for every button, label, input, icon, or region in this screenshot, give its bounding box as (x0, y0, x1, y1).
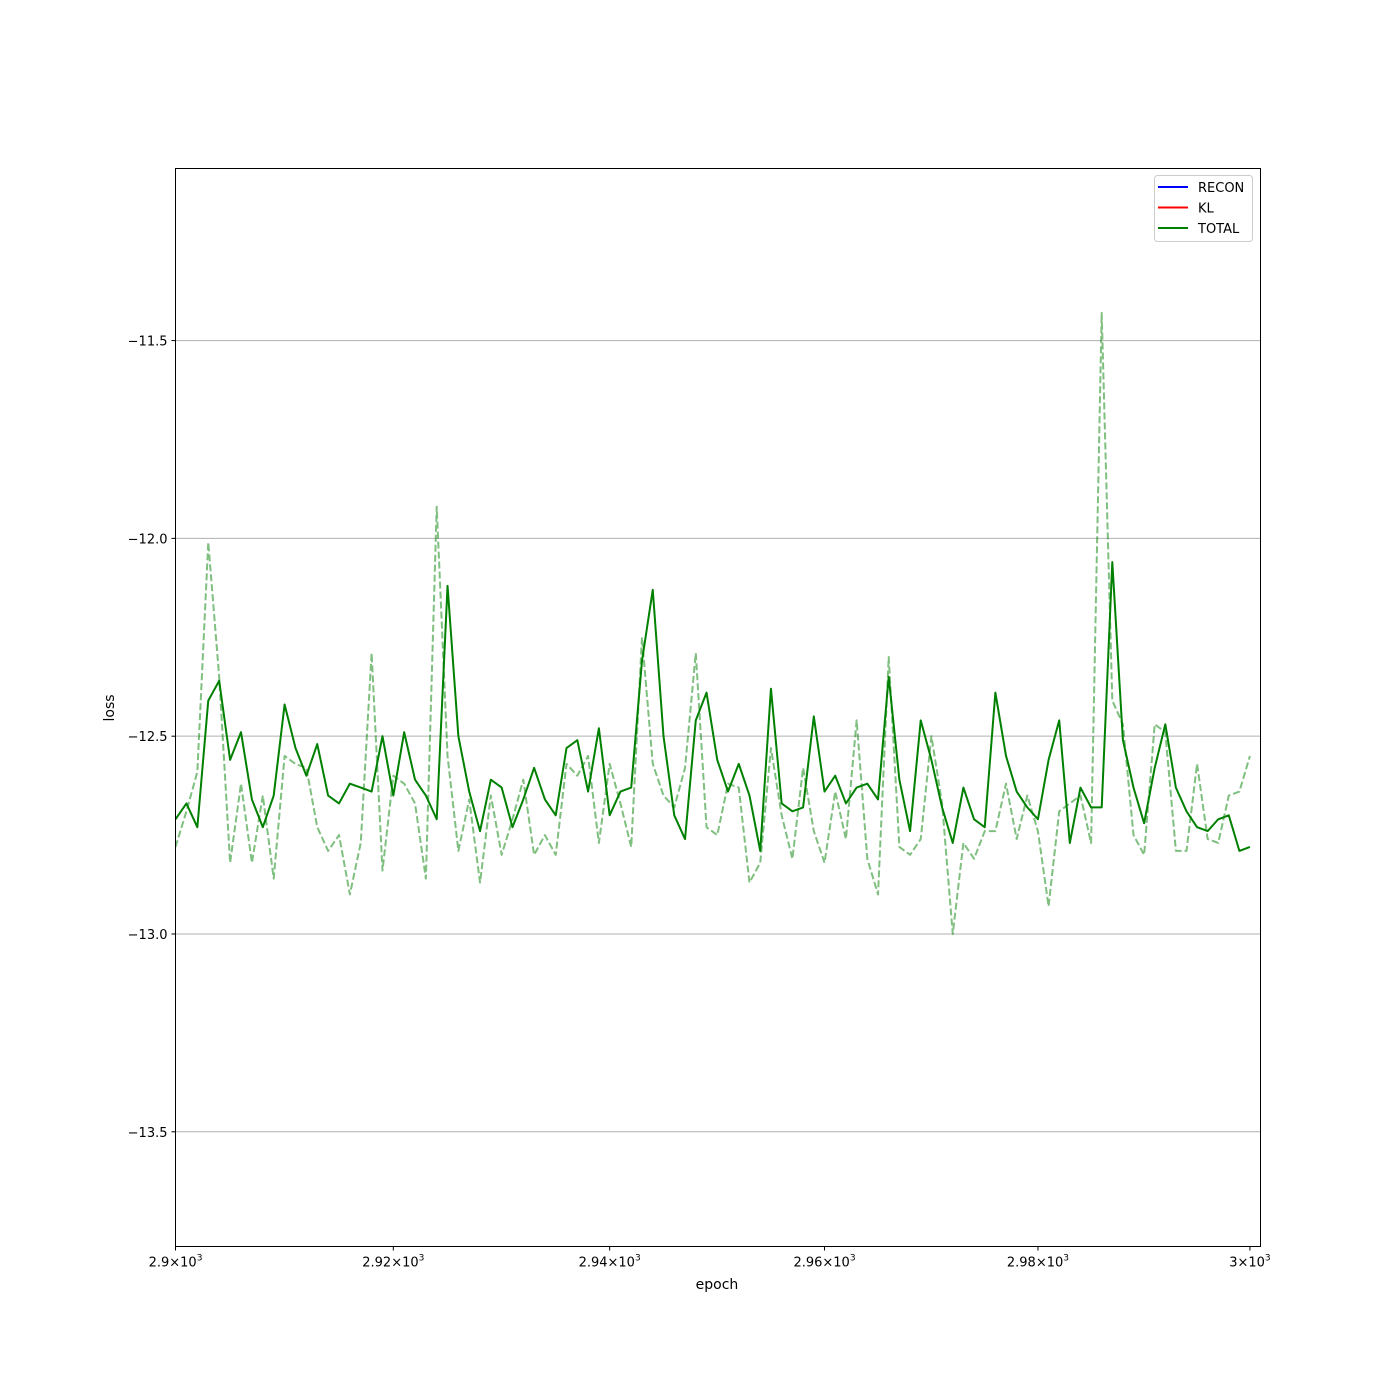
legend: RECON KL TOTAL (1154, 175, 1253, 242)
x-tick-label-5: 3×103 (1229, 1254, 1270, 1271)
x-tick-label-4: 2.98×103 (1007, 1254, 1069, 1271)
legend-label-recon: RECON (1198, 181, 1244, 196)
x-tick-label-1: 2.92×103 (362, 1254, 424, 1271)
series-line (175, 561, 1251, 852)
y-tick-label-3: −13.0 (128, 928, 168, 943)
legend-label-total: TOTAL (1197, 222, 1240, 237)
grid-lines (175, 340, 1261, 1133)
series-unlabeled-dashed (175, 311, 1251, 935)
x-tick-label-0: 2.9×103 (149, 1254, 203, 1271)
plot-frame (175, 168, 1261, 1247)
x-axis-ticks: 2.9×103 2.92×103 2.94×103 2.96×103 2.98×103 3… (149, 1246, 1271, 1271)
y-tick-label-4: −13.5 (128, 1126, 168, 1141)
y-tick-label-0: −11.5 (128, 335, 168, 350)
series-layer (175, 311, 1251, 935)
y-axis-ticks: −11.5 −12.0 −12.5 −13.0 −13.5 (128, 335, 176, 1141)
x-tick-label-3: 2.96×103 (793, 1254, 855, 1271)
series-line (175, 311, 1251, 935)
y-axis-label: loss (102, 694, 118, 721)
y-tick-label-1: −12.0 (128, 532, 168, 547)
x-axis-label: epoch (696, 1277, 739, 1293)
y-tick-label-2: −12.5 (128, 730, 168, 745)
legend-box (1154, 175, 1253, 242)
x-tick-label-2: 2.94×103 (579, 1254, 641, 1271)
legend-label-kl: KL (1198, 202, 1215, 217)
series-total (175, 561, 1251, 852)
